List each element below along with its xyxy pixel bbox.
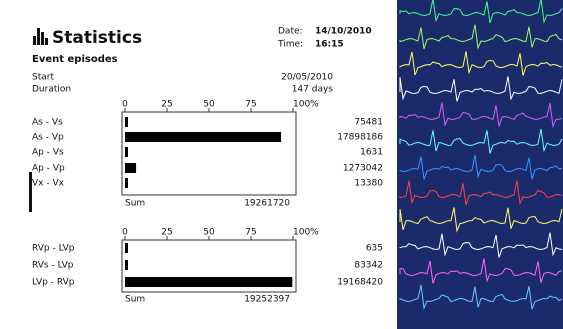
count: 635 <box>366 244 383 254</box>
row-label: RVp - LVp <box>32 244 75 254</box>
date: 14/10/2010 <box>315 27 372 37</box>
time: 16:15 <box>315 40 344 50</box>
bar-stub <box>125 163 128 173</box>
sum-label: Sum <box>125 199 145 209</box>
bar-stub <box>125 117 128 127</box>
row-label: RVs - LVp <box>32 261 74 271</box>
count: 1273042 <box>343 164 383 174</box>
bar-stub <box>125 132 128 142</box>
x-tick-label: 100% <box>293 100 319 110</box>
date-label: Date: <box>278 27 303 37</box>
row-label: LVp - RVp <box>32 278 75 288</box>
sum-label: Sum <box>125 295 145 305</box>
bar-stub <box>125 147 128 157</box>
title: Statistics <box>52 28 142 48</box>
sum: 19252397 <box>244 295 290 305</box>
sum: 19261720 <box>244 199 290 209</box>
bar-stub <box>125 178 128 188</box>
count: 19168420 <box>337 278 383 288</box>
duration-label: Duration <box>32 85 71 95</box>
bar-stub <box>125 243 128 253</box>
count: 17898186 <box>337 133 383 143</box>
subtitle: Event episodes <box>32 54 118 65</box>
bar <box>125 277 292 287</box>
count: 13380 <box>354 179 383 189</box>
time-label: Time: <box>277 40 303 50</box>
row-label: Ap - Vs <box>32 148 64 158</box>
bar <box>125 132 281 142</box>
row-label: Vx - Vx <box>32 179 65 189</box>
count: 75481 <box>354 118 383 128</box>
row-label: As - Vs <box>32 118 63 128</box>
screen: Statistics Event episodes Date: 14/10/20… <box>0 0 563 329</box>
count: 83342 <box>354 261 383 271</box>
row-label: As - Vp <box>32 133 64 143</box>
x-tick-label: 100% <box>293 228 319 238</box>
count: 1631 <box>360 148 383 158</box>
start-label: Start <box>32 73 54 83</box>
duration: 147 days <box>292 85 334 95</box>
row-label: Ap - Vp <box>32 164 65 174</box>
start: 20/05/2010 <box>281 73 333 83</box>
bar-stub <box>125 277 128 287</box>
bar-stub <box>125 260 128 270</box>
